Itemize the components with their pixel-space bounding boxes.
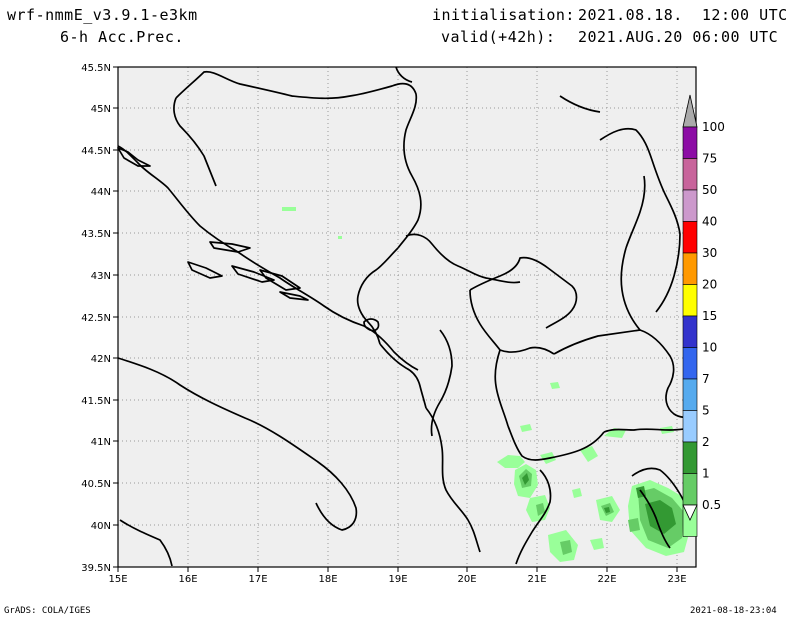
- legend-swatch: [682, 378, 698, 411]
- init-label: initialisation:: [432, 6, 575, 24]
- variable-title: 6-h Acc.Prec.: [60, 28, 184, 46]
- lat-labels: 45.5N 45N 44.5N 44N 43.5N 43N 42.5N 42N …: [81, 63, 111, 574]
- legend-swatch: [682, 315, 698, 348]
- valid-value: 2021.AUG.20 06:00 UTC: [578, 28, 779, 46]
- lat-label: 44.5N: [81, 146, 111, 157]
- legend-label: 2: [702, 435, 710, 449]
- legend-label: 50: [702, 183, 717, 197]
- legend-label: 7: [702, 372, 710, 386]
- lat-label: 39.5N: [81, 563, 111, 574]
- lat-label: 42N: [91, 354, 111, 365]
- valid-label: valid(+42h):: [441, 28, 556, 46]
- legend-label: 30: [702, 246, 717, 260]
- legend-label: 5: [702, 404, 710, 418]
- lat-label: 41.5N: [81, 396, 111, 407]
- lon-label: 20E: [457, 574, 476, 585]
- legend-swatch: [682, 189, 698, 222]
- lon-label: 18E: [318, 574, 337, 585]
- lon-label: 23E: [667, 574, 686, 585]
- legend-swatch: [682, 158, 698, 191]
- legend-label: 20: [702, 278, 717, 292]
- lon-labels: 15E 16E 17E 18E 19E 20E 21E 22E 23E: [108, 574, 686, 585]
- lat-label: 42.5N: [81, 313, 111, 324]
- lon-label: 15E: [108, 574, 127, 585]
- lat-label: 43.5N: [81, 229, 111, 240]
- lon-label: 21E: [527, 574, 546, 585]
- legend-swatch: [682, 410, 698, 443]
- lat-label: 40.5N: [81, 479, 111, 490]
- lon-label: 19E: [388, 574, 407, 585]
- legend-swatch: [682, 221, 698, 254]
- lat-label: 45N: [91, 104, 111, 115]
- legend-label: 1: [702, 467, 710, 481]
- footer-credit: GrADS: COLA/IGES: [4, 606, 91, 616]
- lat-label: 45.5N: [81, 63, 111, 74]
- lon-label: 17E: [248, 574, 267, 585]
- model-title: wrf-nmmE_v3.9.1-e3km: [7, 6, 198, 24]
- legend-swatch: [682, 284, 698, 317]
- lat-label: 40N: [91, 521, 111, 532]
- legend-label: 15: [702, 309, 717, 323]
- legend-bottom-arrow: [682, 504, 698, 521]
- legend-label: 100: [702, 120, 725, 134]
- axis-ticks: [113, 66, 678, 572]
- lon-label: 22E: [597, 574, 616, 585]
- coastlines: [117, 66, 697, 567]
- lat-label: 44N: [91, 187, 111, 198]
- init-value: 2021.08.18. 12:00 UTC: [578, 6, 788, 24]
- legend-swatch: [682, 126, 698, 159]
- lat-label: 43N: [91, 271, 111, 282]
- lat-label: 41N: [91, 437, 111, 448]
- legend-label: 0.5: [702, 498, 721, 512]
- legend-label: 75: [702, 152, 717, 166]
- legend-label: 40: [702, 215, 717, 229]
- legend-swatch: [682, 347, 698, 380]
- lon-label: 16E: [178, 574, 197, 585]
- footer-timestamp: 2021-08-18-23:04: [690, 606, 777, 616]
- legend-swatch: [682, 473, 698, 506]
- legend-swatch: [682, 252, 698, 285]
- legend-swatch: [682, 441, 698, 474]
- legend-label: 10: [702, 341, 717, 355]
